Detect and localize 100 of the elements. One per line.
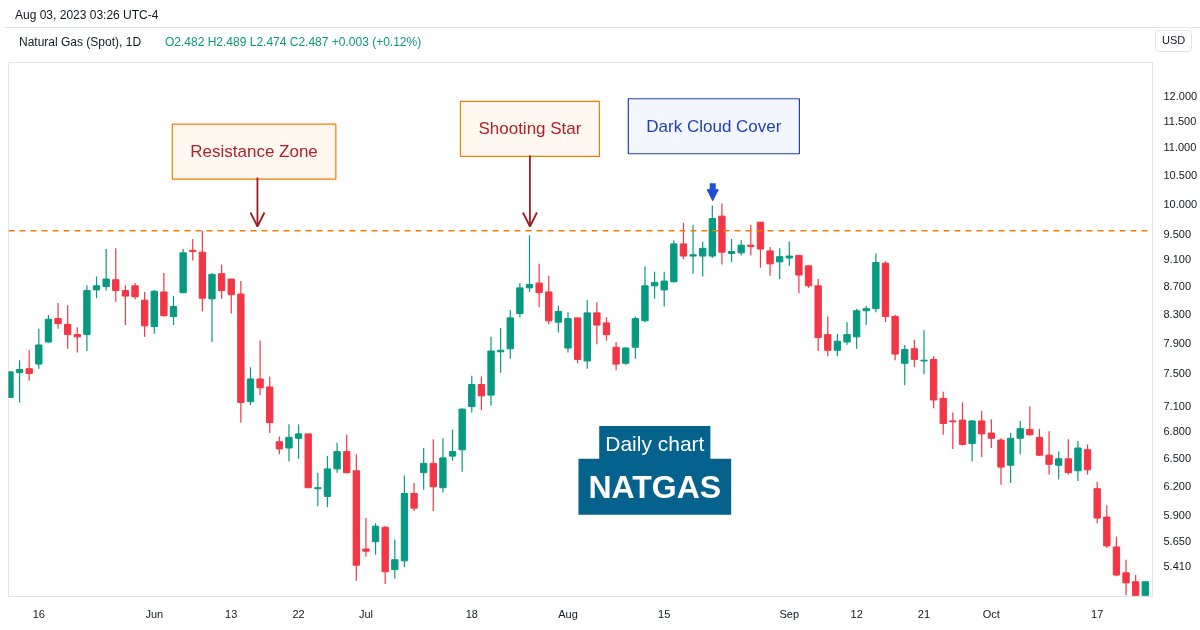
- y-tick-label: 12.000: [1163, 89, 1198, 102]
- candlestick: [833, 333, 842, 357]
- candlestick: [727, 238, 736, 263]
- y-tick-label: 11.500: [1163, 115, 1197, 128]
- candlestick: [949, 411, 957, 450]
- candlestick: [44, 314, 53, 344]
- candlestick: [64, 304, 72, 350]
- candlestick: [843, 321, 851, 346]
- candlestick: [602, 316, 611, 342]
- candlestick: [410, 482, 418, 512]
- candlestick: [256, 339, 264, 396]
- candlestick: [1055, 450, 1063, 480]
- candlestick: [554, 305, 563, 333]
- candlestick: [968, 419, 976, 463]
- candlestick: [429, 438, 437, 512]
- candlestick: [901, 344, 909, 386]
- candlestick: [217, 263, 226, 300]
- y-tick-label: 6.500: [1163, 451, 1192, 464]
- text: NATGAS: [588, 468, 722, 505]
- y-tick-label: 7.100: [1163, 399, 1192, 412]
- y-tick-label: 8.300: [1163, 307, 1192, 320]
- candlestick: [525, 234, 534, 293]
- candlestick: [362, 517, 370, 558]
- x-tick-label: 15: [658, 607, 671, 620]
- candlestick: [227, 278, 235, 315]
- candlestick: [1035, 428, 1044, 457]
- candlestick: [121, 284, 130, 326]
- candlestick: [593, 301, 601, 345]
- candlestick: [314, 472, 322, 507]
- x-tick-label: 18: [465, 607, 478, 620]
- text: Daily chart: [605, 432, 705, 456]
- y-tick-label: 8.700: [1163, 279, 1192, 292]
- x-tick-label: Oct: [982, 607, 1000, 620]
- candlestick: [1016, 420, 1024, 455]
- y-tick-label: 9.500: [1163, 227, 1192, 240]
- x-tick-label: 21: [917, 607, 931, 620]
- annotation: Resistance Zone: [190, 142, 318, 162]
- candlestick: [294, 423, 303, 460]
- y-tick-label: 7.900: [1163, 336, 1192, 349]
- candlestick: [910, 339, 919, 368]
- text: Aug 03, 2023 03:26 UTC-4: [15, 7, 159, 24]
- y-tick-label: 6.200: [1163, 479, 1192, 492]
- y-tick-label: 10.000: [1163, 197, 1198, 210]
- candlestick: [73, 326, 81, 354]
- y-tick-label: 6.800: [1163, 425, 1192, 438]
- candlestick: [419, 447, 428, 491]
- candlestick: [1131, 574, 1140, 596]
- x-tick-label: 12: [850, 607, 863, 620]
- candlestick: [35, 328, 43, 370]
- x-tick-label: 22: [292, 607, 305, 620]
- candlestick: [1122, 559, 1130, 596]
- candlestick: [285, 423, 293, 463]
- candlestick: [246, 366, 255, 406]
- x-tick-label: Jun: [145, 607, 164, 620]
- candlestick: [785, 240, 793, 267]
- y-tick-label: 10.500: [1163, 168, 1198, 181]
- candlestick: [189, 238, 197, 262]
- annotation: Shooting Star: [478, 119, 582, 139]
- y-tick-label: 5.650: [1163, 534, 1192, 547]
- candlestick: [920, 329, 928, 375]
- candlestick: [468, 375, 476, 414]
- candlestick: [1026, 406, 1034, 437]
- candlestick: [660, 271, 668, 308]
- x-tick-label: 16: [32, 607, 45, 620]
- candlestick: [650, 271, 659, 300]
- candlestick: [391, 539, 399, 579]
- candlestick: [1064, 438, 1072, 476]
- candlestick: [477, 375, 486, 411]
- candlestick: [824, 315, 832, 357]
- candlestick: [92, 275, 101, 299]
- x-tick-label: 17: [1091, 607, 1104, 620]
- candlestick: [448, 428, 457, 462]
- candlestick: [862, 305, 870, 326]
- annotation: Dark Cloud Cover: [646, 116, 782, 136]
- candlestick: [747, 224, 755, 256]
- x-tick-label: 13: [225, 607, 238, 620]
- candlestick: [535, 263, 543, 308]
- candlestick: [689, 224, 697, 275]
- candlestick: [371, 522, 380, 555]
- text: Natural Gas (Spot), 1D: [19, 34, 142, 51]
- candlestick: [1074, 440, 1082, 482]
- y-tick-label: 5.410: [1163, 560, 1192, 573]
- x-tick-label: Sep: [779, 607, 800, 620]
- candlestick: [612, 341, 620, 371]
- candlestick: [160, 272, 168, 318]
- text: USD: [1155, 30, 1193, 52]
- candlestick: [987, 418, 996, 449]
- x-tick-label: Aug: [558, 607, 578, 620]
- candlestick: [54, 302, 62, 330]
- candlestick: [1045, 430, 1053, 476]
- candlestick: [766, 246, 774, 277]
- candlestick: [775, 247, 784, 280]
- candlestick: [1083, 443, 1092, 476]
- y-tick-label: 5.900: [1163, 509, 1192, 522]
- candlestick: [795, 254, 803, 294]
- y-tick-label: 9.100: [1163, 253, 1192, 266]
- candlestick: [25, 349, 33, 382]
- x-tick-label: Jul: [358, 607, 373, 620]
- y-tick-label: 11.000: [1163, 141, 1197, 154]
- candlestick: [333, 442, 341, 474]
